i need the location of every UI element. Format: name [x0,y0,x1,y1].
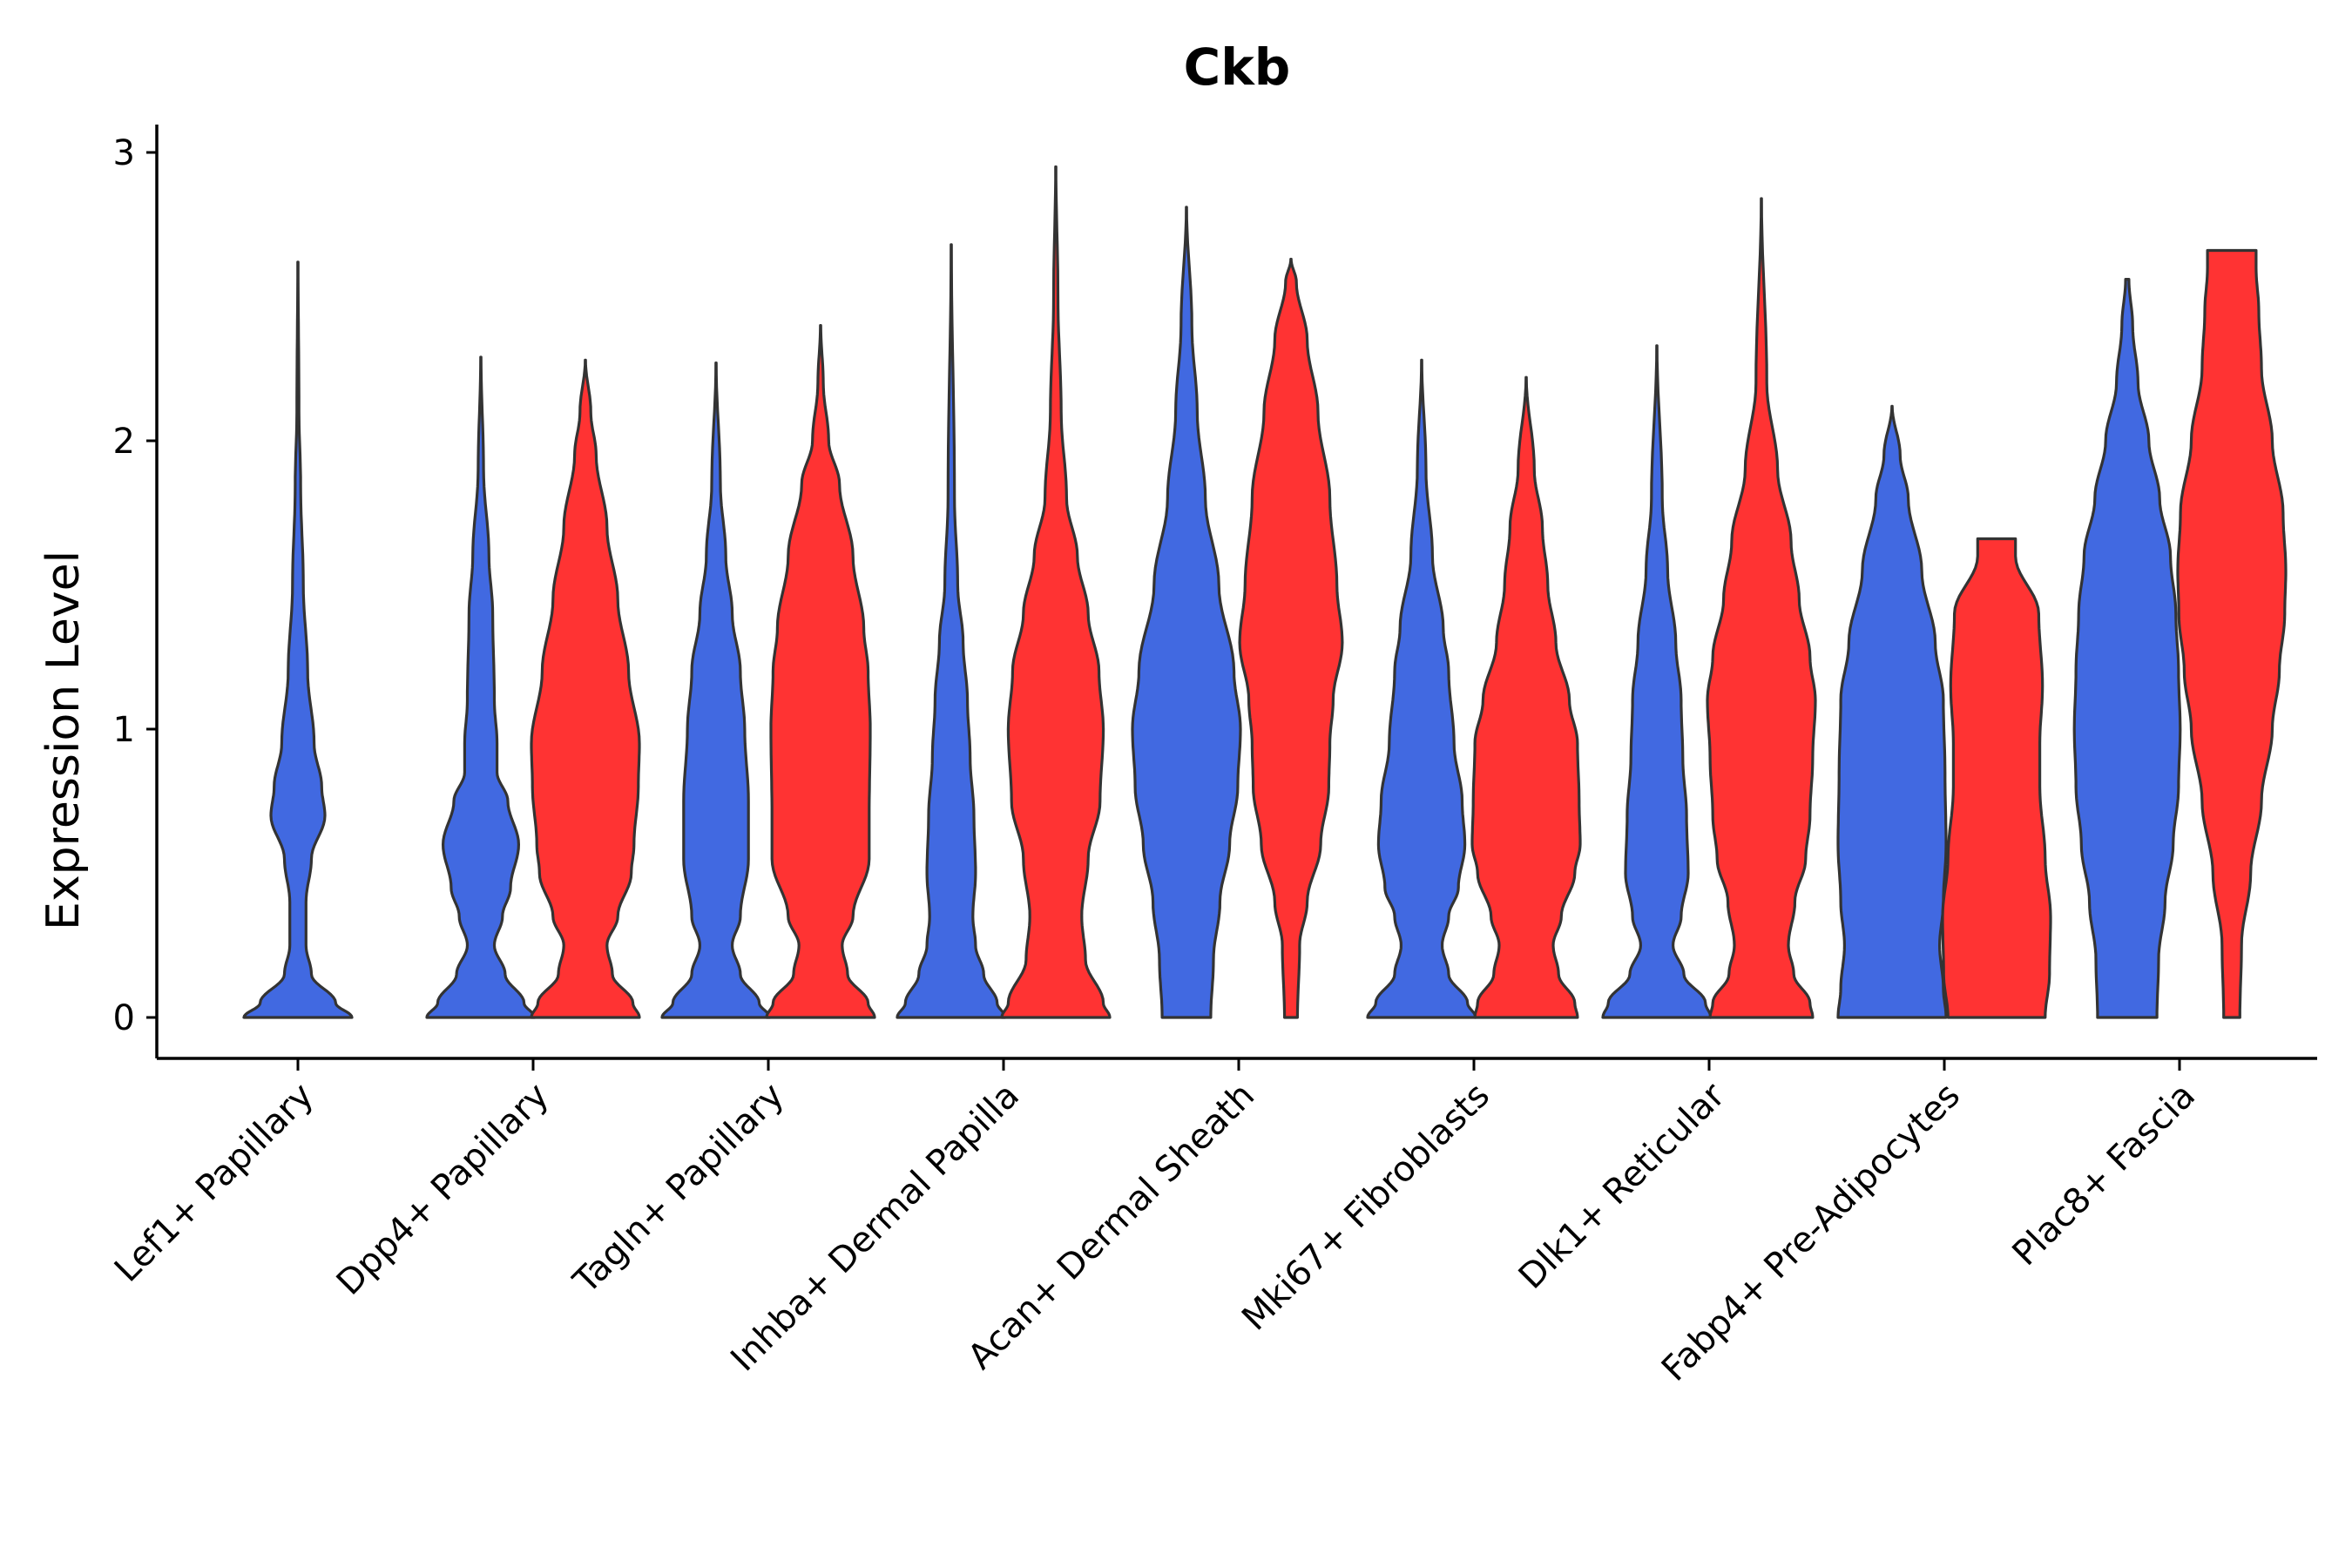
violin-red-5 [1470,375,1582,1019]
violin-red-4 [1238,257,1344,1019]
violin-red-7 [1941,537,2052,1019]
violin-blue-3 [896,243,1007,1019]
y-tick-label-3: 3 [113,133,135,173]
violin-blue-7 [1836,404,1948,1019]
violin-blue-2 [660,362,772,1019]
y-tick-label-0: 0 [113,998,135,1038]
violin-blue-5 [1366,358,1477,1019]
violin-red-6 [1706,197,1817,1019]
x-tick-label-2: Tagln+ Papillary [565,1076,792,1302]
chart-title: Ckb [1184,37,1291,97]
x-tick-label-5: Mki67+ Fibroblasts [1234,1076,1497,1339]
x-tick-label-6: Dlk1+ Reticular [1511,1075,1734,1297]
violin-red-2 [765,324,876,1019]
violin-red-8 [2176,248,2288,1019]
violins-group [242,165,2288,1019]
violin-blue-6 [1601,344,1713,1019]
violin-blue-4 [1131,206,1242,1019]
violin-red-1 [530,358,641,1019]
y-tick-label-2: 2 [113,422,135,462]
violin-red-3 [1000,165,1112,1019]
x-tick-label-8: Plac8+ Fascia [2005,1076,2204,1274]
x-tick-label-0: Lef1+ Papillary [107,1076,321,1290]
violin-blue-8 [2072,278,2182,1019]
violin-blue-0 [242,260,354,1019]
y-axis-label: Expression Level [37,551,90,930]
violin-blue-1 [425,355,537,1019]
y-tick-label-1: 1 [113,710,135,750]
x-tick-label-1: Dpp4+ Papillary [329,1076,557,1303]
